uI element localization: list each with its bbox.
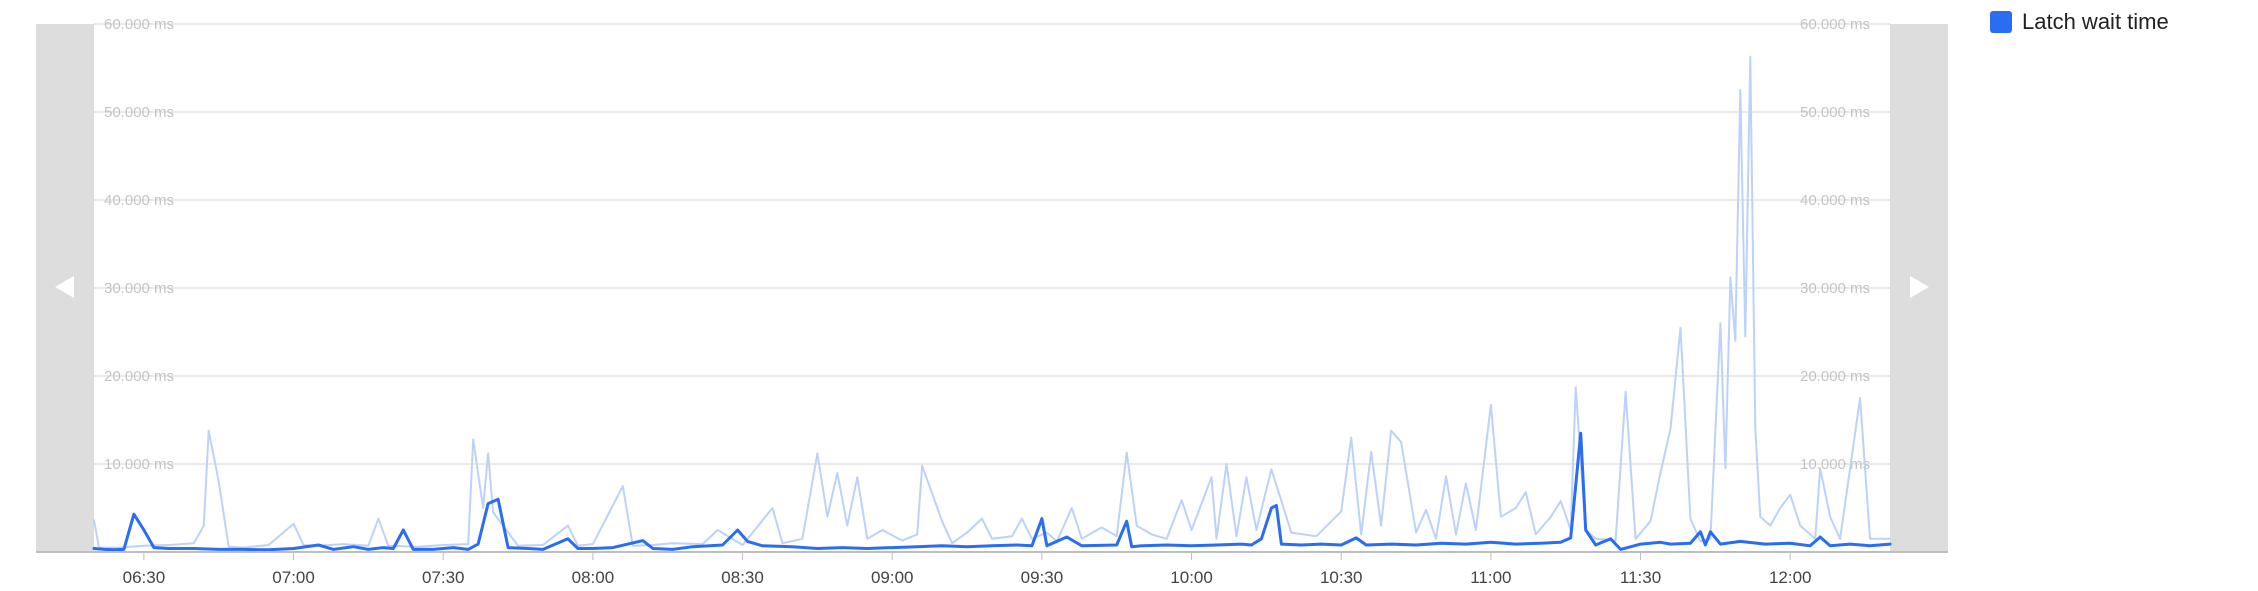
- y-tick-label-right: 30.000 ms: [1800, 280, 1870, 297]
- x-tick-label: 08:30: [721, 568, 764, 587]
- x-tick-label: 06:30: [123, 568, 166, 587]
- legend-swatch-latch-wait-time: [1990, 11, 2012, 33]
- x-tick-label: 09:30: [1021, 568, 1064, 587]
- y-tick-label-left: 20.000 ms: [104, 368, 174, 385]
- y-tick-label-right: 40.000 ms: [1800, 192, 1870, 209]
- series-line-latch-wait-time: [92, 431, 1892, 552]
- x-tick-label: 07:00: [272, 568, 315, 587]
- y-tick-label-left: 10.000 ms: [104, 456, 174, 473]
- scroll-right-button[interactable]: [1890, 24, 1948, 552]
- x-axis: 06:30 07:00 07:30 08:00 08:30 09:00 09:30 10:00…: [123, 552, 1812, 587]
- y-tick-label-right: 20.000 ms: [1800, 368, 1870, 385]
- legend: Latch wait time: [1990, 9, 2169, 35]
- x-tick-label: 08:00: [572, 568, 615, 587]
- y-tick-label-right: 10.000 ms: [1800, 456, 1870, 473]
- plot-series: [92, 55, 1892, 552]
- y-tick-label-left: 60.000 ms: [104, 16, 174, 33]
- y-tick-label-left: 50.000 ms: [104, 104, 174, 121]
- x-tick-label: 11:00: [1470, 568, 1511, 587]
- x-tick-label: 10:30: [1320, 568, 1363, 587]
- y-tick-label-right: 50.000 ms: [1800, 104, 1870, 121]
- chevron-right-icon[interactable]: [1910, 276, 1929, 298]
- scroll-left-button[interactable]: [36, 24, 94, 552]
- legend-label-latch-wait-time: Latch wait time: [2022, 9, 2169, 34]
- x-tick-label: 10:00: [1170, 568, 1213, 587]
- x-tick-label: 12:00: [1769, 568, 1812, 587]
- y-tick-label-left: 40.000 ms: [104, 192, 174, 209]
- grid-lines: [94, 23, 1890, 465]
- x-tick-label: 09:00: [871, 568, 914, 587]
- y-axis-left: 10.000 ms 20.000 ms 30.000 ms 40.000 ms 50.0…: [104, 16, 174, 473]
- chevron-left-icon[interactable]: [55, 276, 74, 298]
- x-tick-label: 11:30: [1620, 568, 1661, 587]
- x-tick-label: 07:30: [422, 568, 465, 587]
- series-line-background: [93, 55, 1891, 549]
- y-tick-label-left: 30.000 ms: [104, 280, 174, 297]
- y-axis-right: 10.000 ms 20.000 ms 30.000 ms 40.000 ms 50.0…: [1800, 16, 1870, 473]
- y-tick-label-right: 60.000 ms: [1800, 16, 1870, 33]
